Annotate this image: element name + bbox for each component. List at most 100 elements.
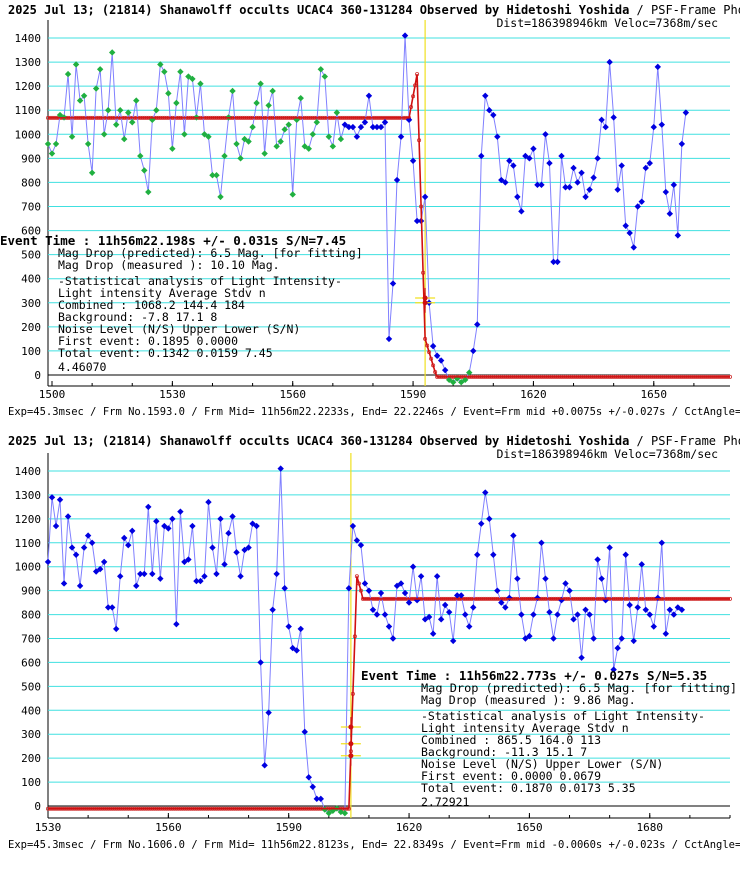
data-point [546, 159, 553, 167]
data-point [562, 184, 569, 191]
data-point [365, 587, 373, 594]
data-point [301, 143, 308, 150]
data-point [309, 783, 316, 791]
data-point [490, 551, 497, 558]
data-point [614, 644, 621, 652]
data-point [470, 347, 477, 355]
data-point [646, 611, 653, 618]
y-tick-label: 1000 [15, 128, 42, 141]
y-tick-label: 1400 [15, 465, 42, 478]
stats-line: -Statistical analysis of Light Intensity… [421, 709, 705, 723]
data-point [433, 352, 441, 359]
fit-point [422, 295, 428, 301]
data-point [141, 167, 148, 174]
data-point [285, 623, 292, 630]
data-point [92, 85, 100, 92]
data-point [241, 135, 248, 143]
data-point [309, 131, 316, 138]
data-point [253, 99, 260, 107]
data-point [397, 133, 405, 140]
data-point [626, 601, 633, 609]
data-point [574, 179, 581, 186]
data-point [522, 152, 529, 160]
panel-1-y-ticks: 0 100 200 300 400 500 600 700 800 900 1000 1100 1200… [15, 32, 42, 382]
data-point [474, 321, 481, 328]
data-point [590, 635, 597, 642]
x-tick-label: 1650 [641, 388, 668, 401]
data-point [80, 544, 88, 551]
y-tick-label: 1400 [15, 32, 42, 45]
data-point [189, 522, 196, 530]
data-point [173, 620, 180, 628]
data-point [654, 63, 661, 71]
panel-1-model [48, 73, 730, 378]
data-point [437, 357, 445, 364]
data-point [125, 541, 132, 549]
data-point [602, 123, 609, 131]
y-tick-label: 600 [21, 225, 41, 238]
data-point [265, 709, 272, 716]
data-point [157, 575, 164, 582]
data-point [514, 193, 521, 201]
data-point [100, 558, 108, 566]
data-point [578, 654, 585, 661]
data-point [670, 181, 678, 189]
data-point [478, 152, 485, 160]
data-point [353, 133, 361, 140]
data-point [658, 121, 665, 128]
y-tick-label: 200 [21, 321, 41, 334]
data-point [137, 570, 144, 578]
y-tick-label: 900 [21, 152, 41, 165]
y-tick-label: 500 [21, 249, 41, 262]
data-point [449, 379, 457, 386]
stats-line: Combined : 865.5 164.0 113 [421, 733, 601, 747]
x-tick-label: 1530 [35, 821, 62, 834]
data-point [161, 68, 168, 75]
data-point [121, 135, 128, 143]
data-point [277, 138, 284, 145]
data-point [245, 138, 252, 145]
data-point [233, 549, 240, 556]
data-point [177, 508, 184, 515]
data-point [341, 121, 349, 128]
light-curve-panel-1: 2025 Jul 13; (21814) Shanawolff occults … [0, 3, 740, 418]
panel-1-stats: Event Time : 11h56m22.198s +/- 0.031s S/… [0, 233, 363, 374]
data-point [201, 131, 208, 138]
data-point [113, 625, 120, 633]
data-point [125, 109, 132, 116]
y-tick-label: 100 [21, 776, 41, 789]
data-point [269, 606, 276, 613]
y-tick-label: 400 [21, 273, 41, 286]
data-point [401, 32, 409, 39]
data-point [56, 111, 64, 119]
model-curve [48, 73, 730, 378]
data-point [221, 152, 228, 160]
panel-2-grid [48, 470, 730, 807]
data-point [618, 635, 625, 642]
data-point [393, 176, 401, 184]
data-point [169, 515, 176, 523]
data-point [538, 181, 545, 189]
data-point [610, 666, 617, 673]
data-point [60, 580, 68, 587]
data-point [550, 635, 557, 642]
data-point [113, 121, 120, 128]
data-point [554, 611, 561, 618]
panel-1-title-bold: 2025 Jul 13; (21814) Shanawolff occults … [8, 3, 629, 17]
data-point [381, 119, 389, 126]
data-point [462, 376, 469, 384]
panel-1-event-time: Event Time : 11h56m22.198s +/- 0.031s S/… [0, 233, 346, 248]
data-point [217, 515, 224, 523]
data-point [566, 587, 573, 594]
panel-1-series [44, 32, 690, 386]
stats-line: Noise Level (N/S) Upper Lower (S/N) [58, 322, 300, 336]
panel-2-title-bold: 2025 Jul 13; (21814) Shanawolff occults … [8, 434, 629, 448]
stats-line: Mag Drop (measured ): 9.86 Mag. [421, 693, 636, 707]
data-point [622, 551, 629, 558]
data-point [173, 99, 180, 107]
data-point [474, 551, 481, 558]
data-point [261, 762, 268, 769]
data-point [389, 635, 397, 642]
y-tick-label: 300 [21, 728, 41, 741]
model-curve [48, 576, 730, 810]
